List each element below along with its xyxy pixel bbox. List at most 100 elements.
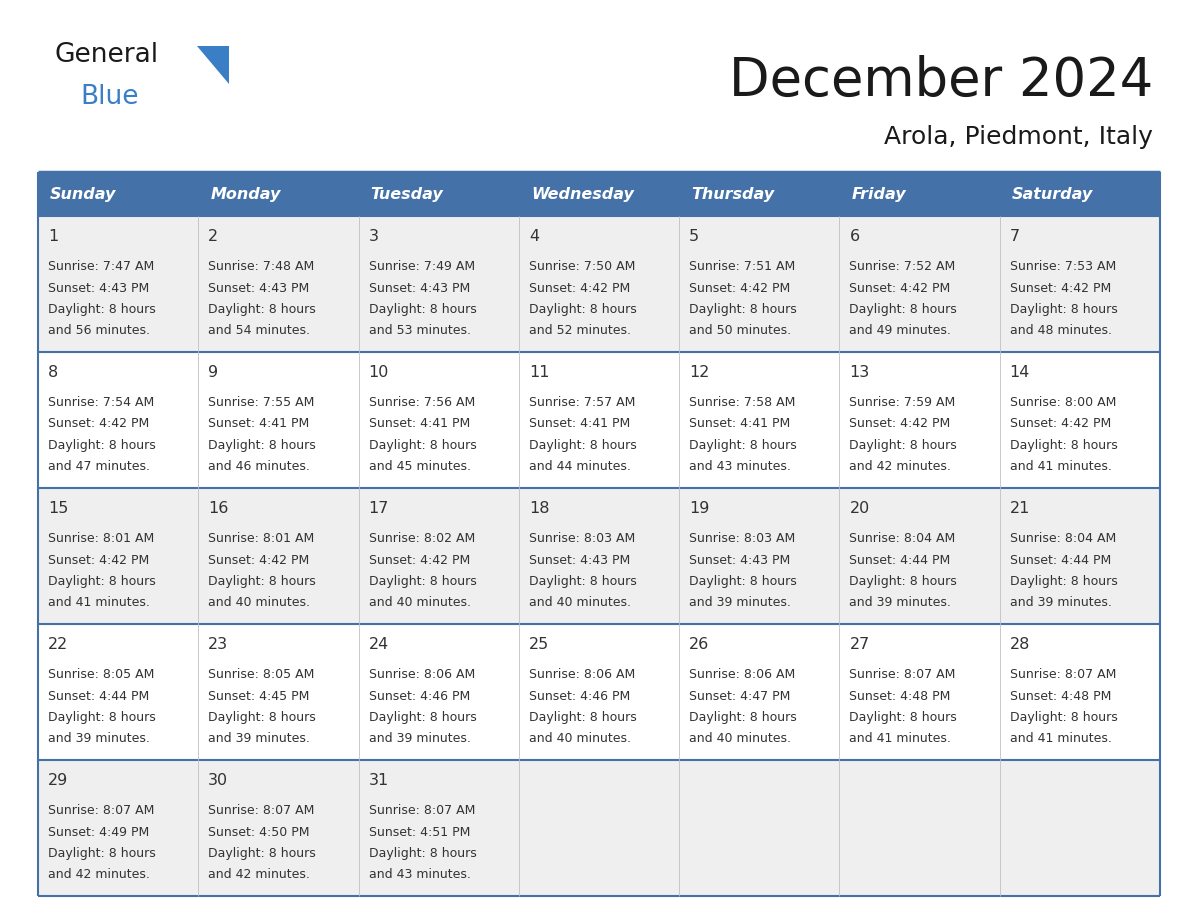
Text: Sunset: 4:44 PM: Sunset: 4:44 PM bbox=[48, 689, 150, 702]
Bar bbox=[680, 352, 840, 488]
Text: Daylight: 8 hours: Daylight: 8 hours bbox=[849, 303, 958, 316]
Text: and 40 minutes.: and 40 minutes. bbox=[208, 597, 310, 610]
Text: Sunset: 4:43 PM: Sunset: 4:43 PM bbox=[689, 554, 790, 566]
Text: and 40 minutes.: and 40 minutes. bbox=[529, 733, 631, 745]
Bar bbox=[519, 488, 680, 624]
Text: 7: 7 bbox=[1010, 229, 1019, 244]
Text: 27: 27 bbox=[849, 637, 870, 652]
Bar bbox=[359, 352, 519, 488]
Text: Sunrise: 7:55 AM: Sunrise: 7:55 AM bbox=[208, 396, 315, 409]
Text: Daylight: 8 hours: Daylight: 8 hours bbox=[529, 711, 637, 724]
Text: Wednesday: Wednesday bbox=[531, 186, 633, 201]
Text: 9: 9 bbox=[208, 365, 219, 380]
Text: and 48 minutes.: and 48 minutes. bbox=[1010, 324, 1112, 338]
Bar bbox=[1000, 760, 1159, 896]
Text: 20: 20 bbox=[849, 501, 870, 516]
Bar bbox=[359, 216, 519, 352]
Text: and 52 minutes.: and 52 minutes. bbox=[529, 324, 631, 338]
Text: and 39 minutes.: and 39 minutes. bbox=[48, 733, 150, 745]
Text: and 39 minutes.: and 39 minutes. bbox=[208, 733, 310, 745]
Text: Sunset: 4:46 PM: Sunset: 4:46 PM bbox=[368, 689, 469, 702]
Text: Sunset: 4:42 PM: Sunset: 4:42 PM bbox=[48, 418, 150, 431]
Text: Arola, Piedmont, Italy: Arola, Piedmont, Italy bbox=[884, 125, 1154, 149]
Text: Daylight: 8 hours: Daylight: 8 hours bbox=[1010, 711, 1118, 724]
Text: and 46 minutes.: and 46 minutes. bbox=[208, 461, 310, 474]
Text: and 54 minutes.: and 54 minutes. bbox=[208, 324, 310, 338]
Text: Daylight: 8 hours: Daylight: 8 hours bbox=[208, 711, 316, 724]
Text: Sunrise: 7:48 AM: Sunrise: 7:48 AM bbox=[208, 260, 315, 273]
Text: Daylight: 8 hours: Daylight: 8 hours bbox=[689, 711, 797, 724]
Text: 11: 11 bbox=[529, 365, 549, 380]
Text: Sunrise: 8:04 AM: Sunrise: 8:04 AM bbox=[849, 532, 955, 545]
Text: Sunrise: 7:49 AM: Sunrise: 7:49 AM bbox=[368, 260, 475, 273]
Text: 1: 1 bbox=[48, 229, 58, 244]
Text: and 41 minutes.: and 41 minutes. bbox=[1010, 733, 1112, 745]
Text: 23: 23 bbox=[208, 637, 228, 652]
Text: and 39 minutes.: and 39 minutes. bbox=[1010, 597, 1112, 610]
Text: and 41 minutes.: and 41 minutes. bbox=[48, 597, 150, 610]
Bar bbox=[840, 488, 1000, 624]
Text: Daylight: 8 hours: Daylight: 8 hours bbox=[48, 847, 156, 860]
Text: Sunrise: 8:06 AM: Sunrise: 8:06 AM bbox=[368, 668, 475, 681]
Text: Sunset: 4:42 PM: Sunset: 4:42 PM bbox=[48, 554, 150, 566]
Text: Sunrise: 8:04 AM: Sunrise: 8:04 AM bbox=[1010, 532, 1116, 545]
Bar bbox=[38, 488, 198, 624]
Text: Tuesday: Tuesday bbox=[371, 186, 443, 201]
Text: Daylight: 8 hours: Daylight: 8 hours bbox=[208, 575, 316, 588]
Text: Daylight: 8 hours: Daylight: 8 hours bbox=[368, 303, 476, 316]
Text: and 39 minutes.: and 39 minutes. bbox=[849, 597, 952, 610]
Text: Sunrise: 7:59 AM: Sunrise: 7:59 AM bbox=[849, 396, 955, 409]
Text: Sunset: 4:42 PM: Sunset: 4:42 PM bbox=[1010, 282, 1111, 295]
Text: Sunset: 4:48 PM: Sunset: 4:48 PM bbox=[849, 689, 950, 702]
Bar bbox=[38, 216, 198, 352]
Text: Sunset: 4:45 PM: Sunset: 4:45 PM bbox=[208, 689, 310, 702]
Text: Sunset: 4:43 PM: Sunset: 4:43 PM bbox=[208, 282, 310, 295]
Text: Daylight: 8 hours: Daylight: 8 hours bbox=[849, 575, 958, 588]
Text: Sunrise: 8:03 AM: Sunrise: 8:03 AM bbox=[689, 532, 796, 545]
Text: Sunset: 4:44 PM: Sunset: 4:44 PM bbox=[849, 554, 950, 566]
Bar bbox=[680, 172, 840, 216]
Text: 6: 6 bbox=[849, 229, 860, 244]
Bar bbox=[680, 624, 840, 760]
Bar bbox=[519, 216, 680, 352]
Text: Sunrise: 7:57 AM: Sunrise: 7:57 AM bbox=[529, 396, 636, 409]
Text: 15: 15 bbox=[48, 501, 69, 516]
Text: Daylight: 8 hours: Daylight: 8 hours bbox=[1010, 303, 1118, 316]
Text: and 53 minutes.: and 53 minutes. bbox=[368, 324, 470, 338]
Text: Sunrise: 7:51 AM: Sunrise: 7:51 AM bbox=[689, 260, 796, 273]
Bar bbox=[1000, 488, 1159, 624]
Polygon shape bbox=[197, 46, 229, 84]
Bar bbox=[840, 352, 1000, 488]
Text: Sunrise: 7:52 AM: Sunrise: 7:52 AM bbox=[849, 260, 955, 273]
Text: Sunrise: 8:00 AM: Sunrise: 8:00 AM bbox=[1010, 396, 1116, 409]
Bar bbox=[519, 172, 680, 216]
Text: Sunrise: 8:02 AM: Sunrise: 8:02 AM bbox=[368, 532, 475, 545]
Text: 10: 10 bbox=[368, 365, 388, 380]
Text: Sunrise: 7:50 AM: Sunrise: 7:50 AM bbox=[529, 260, 636, 273]
Bar bbox=[680, 760, 840, 896]
Text: and 39 minutes.: and 39 minutes. bbox=[368, 733, 470, 745]
Text: 24: 24 bbox=[368, 637, 388, 652]
Text: Daylight: 8 hours: Daylight: 8 hours bbox=[849, 711, 958, 724]
Text: Sunset: 4:41 PM: Sunset: 4:41 PM bbox=[368, 418, 469, 431]
Text: 21: 21 bbox=[1010, 501, 1030, 516]
Bar bbox=[198, 352, 359, 488]
Text: Daylight: 8 hours: Daylight: 8 hours bbox=[368, 575, 476, 588]
Text: and 44 minutes.: and 44 minutes. bbox=[529, 461, 631, 474]
Text: 17: 17 bbox=[368, 501, 388, 516]
Text: Daylight: 8 hours: Daylight: 8 hours bbox=[48, 303, 156, 316]
Text: and 47 minutes.: and 47 minutes. bbox=[48, 461, 150, 474]
Text: 28: 28 bbox=[1010, 637, 1030, 652]
Text: Sunset: 4:42 PM: Sunset: 4:42 PM bbox=[849, 418, 950, 431]
Bar bbox=[38, 352, 198, 488]
Text: and 40 minutes.: and 40 minutes. bbox=[368, 597, 470, 610]
Text: and 42 minutes.: and 42 minutes. bbox=[48, 868, 150, 881]
Text: Daylight: 8 hours: Daylight: 8 hours bbox=[208, 303, 316, 316]
Text: 3: 3 bbox=[368, 229, 379, 244]
Text: Sunrise: 7:56 AM: Sunrise: 7:56 AM bbox=[368, 396, 475, 409]
Text: 22: 22 bbox=[48, 637, 68, 652]
Text: and 40 minutes.: and 40 minutes. bbox=[689, 733, 791, 745]
Bar bbox=[38, 172, 198, 216]
Text: and 56 minutes.: and 56 minutes. bbox=[48, 324, 150, 338]
Bar bbox=[680, 216, 840, 352]
